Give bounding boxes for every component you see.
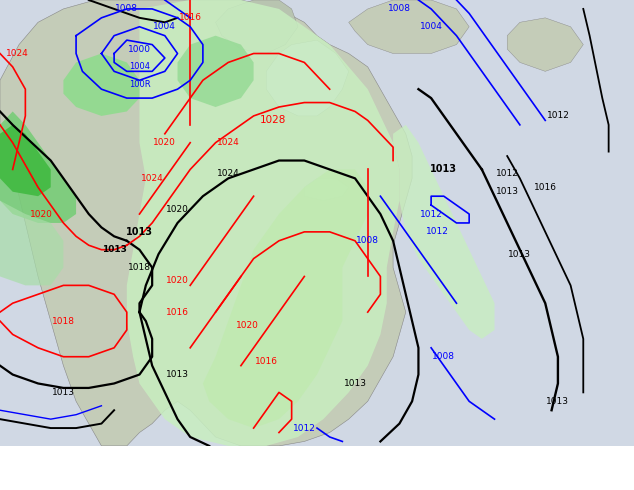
Polygon shape xyxy=(63,53,139,116)
Polygon shape xyxy=(304,178,349,201)
Polygon shape xyxy=(507,18,583,72)
Text: 1012: 1012 xyxy=(420,210,443,219)
Polygon shape xyxy=(216,0,298,53)
Text: 1018: 1018 xyxy=(52,317,75,325)
Text: 1020: 1020 xyxy=(30,210,53,219)
Text: 1024: 1024 xyxy=(141,174,164,183)
Text: 1016: 1016 xyxy=(179,13,202,23)
Text: 1012: 1012 xyxy=(547,111,569,121)
Text: 1013: 1013 xyxy=(52,388,75,397)
Polygon shape xyxy=(0,0,412,446)
Text: Mo 30-09-2024 12:00 UTC (00+180): Mo 30-09-2024 12:00 UTC (00+180) xyxy=(414,453,628,466)
Text: 1016: 1016 xyxy=(255,357,278,366)
Text: 1013: 1013 xyxy=(496,187,519,196)
Text: 1013: 1013 xyxy=(166,370,189,379)
Text: Jet stream/SLP [kts] GFS ENS: Jet stream/SLP [kts] GFS ENS xyxy=(6,453,177,466)
Text: 180: 180 xyxy=(174,476,197,487)
Text: 120: 120 xyxy=(90,476,113,487)
Polygon shape xyxy=(0,201,63,285)
Polygon shape xyxy=(393,125,495,339)
Text: 1012: 1012 xyxy=(293,423,316,433)
Text: 1016: 1016 xyxy=(534,183,557,192)
Polygon shape xyxy=(266,40,349,116)
Text: 1013: 1013 xyxy=(101,245,127,254)
Text: 1013: 1013 xyxy=(344,379,366,388)
Text: 1018: 1018 xyxy=(128,263,151,272)
Polygon shape xyxy=(0,125,51,196)
Polygon shape xyxy=(127,0,399,446)
Text: 1004: 1004 xyxy=(420,22,443,31)
Polygon shape xyxy=(349,0,469,53)
Text: 100: 100 xyxy=(62,476,85,487)
Text: 1013: 1013 xyxy=(126,227,153,237)
Text: 1020: 1020 xyxy=(236,321,259,330)
Text: 80: 80 xyxy=(35,476,50,487)
Text: 1016: 1016 xyxy=(166,308,189,317)
Text: 1000: 1000 xyxy=(128,45,151,53)
Text: 1012: 1012 xyxy=(496,170,519,178)
Text: 1013: 1013 xyxy=(508,250,531,259)
Text: 1013: 1013 xyxy=(547,397,569,406)
Polygon shape xyxy=(0,112,76,223)
Text: 1020: 1020 xyxy=(166,276,189,285)
Text: 1008: 1008 xyxy=(356,236,379,245)
Text: 1004: 1004 xyxy=(129,62,150,72)
Text: 1024: 1024 xyxy=(217,170,240,178)
Text: 160: 160 xyxy=(146,476,169,487)
Text: © weatheronline.co.uk: © weatheronline.co.uk xyxy=(500,476,628,487)
Polygon shape xyxy=(178,36,254,107)
Text: 1013: 1013 xyxy=(430,165,457,174)
Text: 1024: 1024 xyxy=(6,49,29,58)
Text: 1008: 1008 xyxy=(388,4,411,13)
Text: 100R: 100R xyxy=(129,80,150,89)
Text: 1020: 1020 xyxy=(166,205,189,214)
Text: 1028: 1028 xyxy=(259,115,286,125)
Text: 1008: 1008 xyxy=(115,4,138,13)
Text: 140: 140 xyxy=(118,476,141,487)
Text: 1020: 1020 xyxy=(153,138,176,147)
Text: 1024: 1024 xyxy=(217,138,240,147)
Text: 60: 60 xyxy=(6,476,22,487)
Text: 1008: 1008 xyxy=(432,352,455,361)
Text: 1012: 1012 xyxy=(426,227,449,236)
Polygon shape xyxy=(203,170,368,428)
Text: 1004: 1004 xyxy=(153,22,176,31)
